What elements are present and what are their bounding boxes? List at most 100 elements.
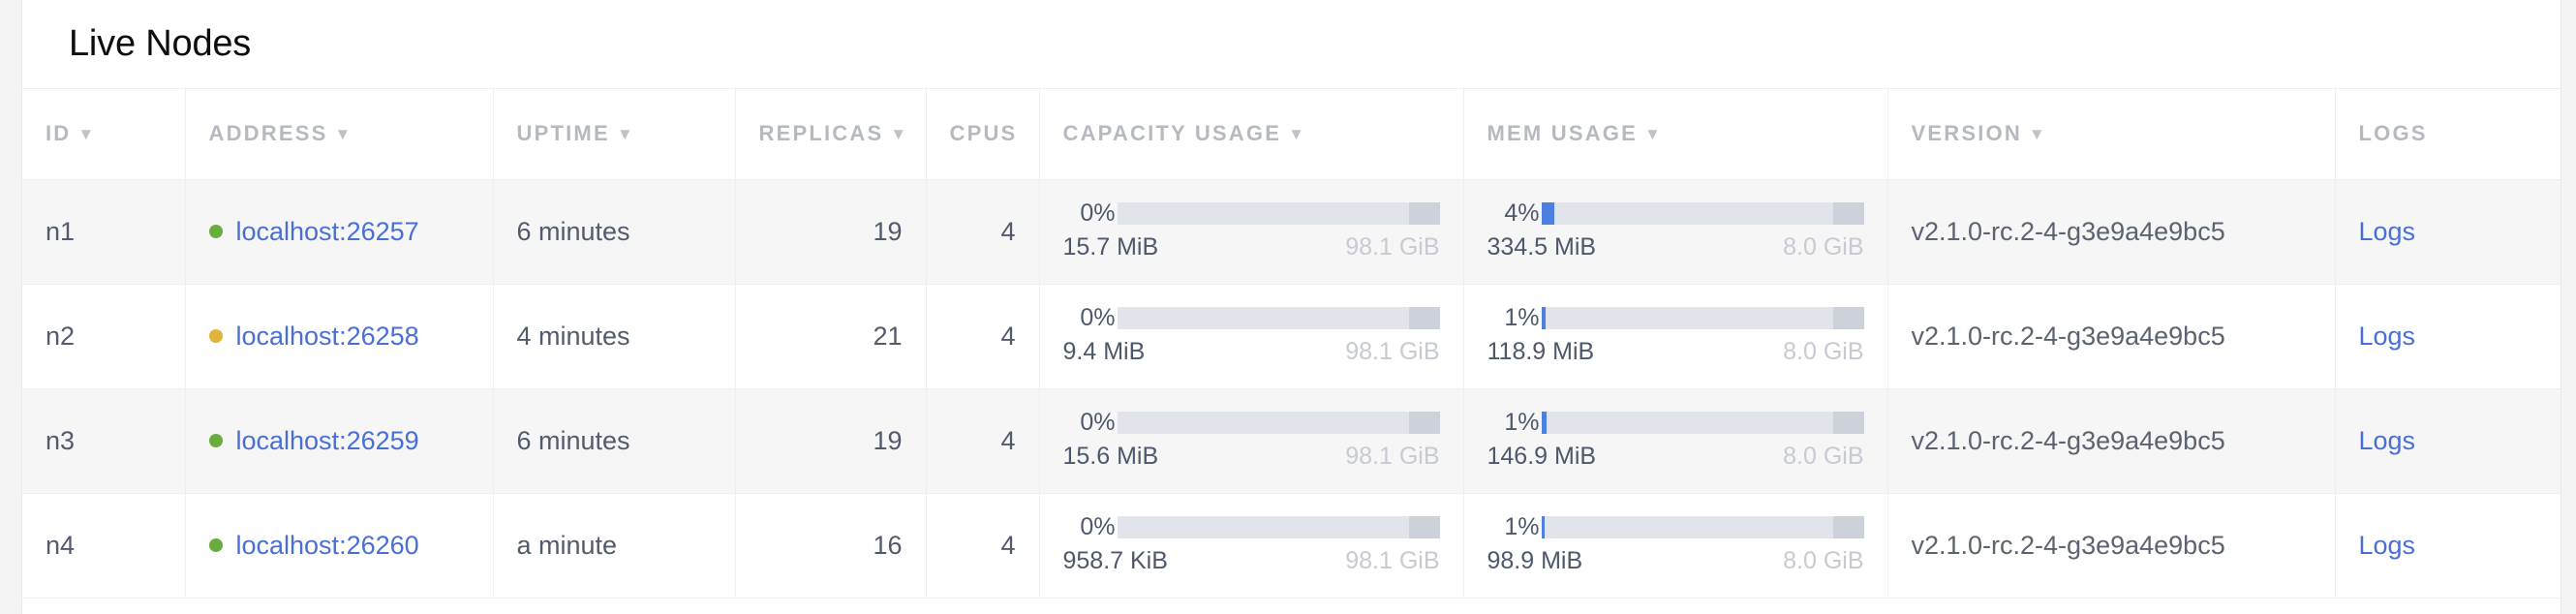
node-address-cell: localhost:26257 bbox=[185, 179, 494, 285]
node-id-cell: n2 bbox=[22, 284, 186, 389]
node-capacity-usage-cell: 0% 15.6 MiB 98.1 GiB bbox=[1039, 388, 1464, 494]
node-uptime-cell: 6 minutes bbox=[493, 388, 736, 494]
mem-usage-percent: 4% bbox=[1504, 200, 1540, 227]
mem-usage-bar-track bbox=[1541, 516, 1864, 538]
node-logs-cell: Logs bbox=[2335, 284, 2561, 389]
column-header-version[interactable]: VERSION ▼ bbox=[1887, 89, 2336, 180]
node-id-label: n4 bbox=[46, 530, 76, 560]
mem-usage-meter: 1% 98.9 MiB 8.0 GiB bbox=[1487, 515, 1864, 575]
usage-bar-row: 1% bbox=[1487, 515, 1864, 539]
mem-usage-percent: 1% bbox=[1504, 304, 1540, 331]
node-id-label: n1 bbox=[46, 216, 76, 246]
node-logs-link[interactable]: Logs bbox=[2358, 216, 2416, 246]
mem-usage-bar-fill bbox=[1541, 412, 1548, 434]
live-nodes-table: ID ▼ ADDRESS ▼ UPTIME ▼ REPLICAS ▼ CPUS CAPACITY … bbox=[22, 89, 2561, 599]
usage-bar-row: 0% bbox=[1063, 201, 1440, 226]
capacity-usage-total-label: 98.1 GiB bbox=[1345, 338, 1440, 365]
mem-usage-bar-fill bbox=[1541, 307, 1547, 329]
node-mem-usage-cell: 1% 146.9 MiB 8.0 GiB bbox=[1463, 388, 1888, 494]
node-address-cell: localhost:26260 bbox=[185, 493, 494, 599]
column-header-cpus: CPUS bbox=[926, 89, 1040, 180]
column-header-capacity[interactable]: CAPACITY USAGE ▼ bbox=[1039, 89, 1464, 180]
sort-caret-down-icon[interactable]: ▼ bbox=[890, 125, 907, 144]
column-header-label: VERSION bbox=[1911, 121, 2022, 146]
node-cpus-cell: 4 bbox=[926, 493, 1040, 599]
node-uptime-label: 6 minutes bbox=[516, 216, 630, 246]
node-cpus-value: 4 bbox=[1000, 216, 1016, 246]
column-header-replicas[interactable]: REPLICAS ▼ bbox=[735, 89, 927, 180]
mem-usage-meter: 1% 118.9 MiB 8.0 GiB bbox=[1487, 306, 1864, 366]
sort-caret-down-icon[interactable]: ▼ bbox=[334, 125, 352, 144]
capacity-usage-bar-track bbox=[1117, 516, 1440, 538]
table-row: n4 localhost:26260 a minute 16 4 0% 958.7 KiB 9… bbox=[22, 493, 2561, 599]
table-head: ID ▼ ADDRESS ▼ UPTIME ▼ REPLICAS ▼ CPUS CAPACITY … bbox=[22, 89, 2561, 180]
node-address-link[interactable]: localhost:26257 bbox=[235, 216, 419, 246]
column-header-id[interactable]: ID ▼ bbox=[22, 89, 186, 180]
node-version-cell: v2.1.0-rc.2-4-g3e9a4e9bc5 bbox=[1887, 179, 2336, 285]
mem-usage-bar-fill bbox=[1541, 202, 1554, 225]
mem-usage-total-label: 8.0 GiB bbox=[1783, 233, 1864, 261]
table-row: n2 localhost:26258 4 minutes 21 4 0% 9.4 MiB 98… bbox=[22, 284, 2561, 389]
node-id-cell: n4 bbox=[22, 493, 186, 599]
node-id-cell: n1 bbox=[22, 179, 186, 285]
node-logs-cell: Logs bbox=[2335, 493, 2561, 599]
column-header-address[interactable]: ADDRESS ▼ bbox=[185, 89, 494, 180]
page-title: Live Nodes bbox=[69, 23, 252, 64]
node-logs-link[interactable]: Logs bbox=[2358, 425, 2416, 455]
node-uptime-label: a minute bbox=[516, 530, 618, 560]
node-address-link[interactable]: localhost:26259 bbox=[235, 425, 419, 455]
node-address-link[interactable]: localhost:26260 bbox=[235, 530, 419, 560]
column-header-label: MEM USAGE bbox=[1487, 121, 1638, 146]
node-replicas-cell: 19 bbox=[735, 388, 927, 494]
node-version-cell: v2.1.0-rc.2-4-g3e9a4e9bc5 bbox=[1887, 493, 2336, 599]
node-replicas-cell: 21 bbox=[735, 284, 927, 389]
mem-usage-bar-track bbox=[1541, 202, 1864, 225]
node-address-cell: localhost:26258 bbox=[185, 284, 494, 389]
address-wrapper: localhost:26259 bbox=[208, 425, 470, 456]
column-header-label: UPTIME bbox=[516, 121, 610, 146]
usage-bar-row: 4% bbox=[1487, 201, 1864, 226]
mem-usage-bar-track bbox=[1541, 412, 1864, 434]
node-replicas-cell: 19 bbox=[735, 179, 927, 285]
capacity-usage-bar-track bbox=[1117, 412, 1440, 434]
mem-usage-bar-fill bbox=[1541, 516, 1546, 538]
node-logs-link[interactable]: Logs bbox=[2358, 321, 2416, 351]
capacity-usage-used-label: 958.7 KiB bbox=[1062, 547, 1168, 574]
node-address-link[interactable]: localhost:26258 bbox=[235, 321, 419, 351]
column-header-label: CPUS bbox=[949, 121, 1018, 146]
mem-usage-percent: 1% bbox=[1504, 513, 1540, 540]
capacity-usage-total-label: 98.1 GiB bbox=[1345, 233, 1440, 261]
column-header-mem[interactable]: MEM USAGE ▼ bbox=[1463, 89, 1888, 180]
capacity-usage-percent: 0% bbox=[1080, 513, 1116, 540]
node-version-label: v2.1.0-rc.2-4-g3e9a4e9bc5 bbox=[1911, 530, 2225, 560]
capacity-usage-bar-capacity-marker bbox=[1408, 307, 1440, 329]
live-nodes-card: Live Nodes ID ▼ ADDRESS ▼ UPTIME ▼ REPLICAS ▼ CP… bbox=[21, 0, 2561, 614]
mem-usage-bar-capacity-marker bbox=[1832, 412, 1864, 434]
mem-usage-total-label: 8.0 GiB bbox=[1783, 547, 1864, 574]
node-status-dot-icon bbox=[208, 329, 223, 343]
node-capacity-usage-cell: 0% 15.7 MiB 98.1 GiB bbox=[1039, 179, 1464, 285]
capacity-usage-used-label: 15.6 MiB bbox=[1062, 443, 1159, 470]
node-status-dot-icon bbox=[208, 225, 223, 238]
capacity-usage-meter: 0% 15.6 MiB 98.1 GiB bbox=[1063, 411, 1440, 471]
mem-usage-bar-capacity-marker bbox=[1832, 307, 1864, 329]
node-logs-link[interactable]: Logs bbox=[2358, 530, 2416, 560]
node-uptime-label: 6 minutes bbox=[516, 425, 630, 455]
node-version-label: v2.1.0-rc.2-4-g3e9a4e9bc5 bbox=[1911, 425, 2225, 455]
node-replicas-value: 19 bbox=[873, 425, 903, 455]
sort-caret-down-icon[interactable]: ▼ bbox=[1288, 125, 1304, 144]
sort-caret-down-icon[interactable]: ▼ bbox=[77, 125, 95, 144]
usage-bar-row: 0% bbox=[1063, 411, 1440, 435]
node-capacity-usage-cell: 0% 958.7 KiB 98.1 GiB bbox=[1039, 493, 1464, 599]
sort-caret-down-icon[interactable]: ▼ bbox=[1643, 125, 1661, 144]
column-header-label: ADDRESS bbox=[208, 121, 328, 146]
node-uptime-cell: a minute bbox=[493, 493, 736, 599]
sort-caret-down-icon[interactable]: ▼ bbox=[2028, 125, 2045, 144]
node-cpus-value: 4 bbox=[1000, 425, 1016, 455]
column-header-uptime[interactable]: UPTIME ▼ bbox=[493, 89, 736, 180]
mem-usage-bar-capacity-marker bbox=[1832, 202, 1864, 225]
capacity-usage-bar-capacity-marker bbox=[1408, 202, 1440, 225]
capacity-usage-meter: 0% 958.7 KiB 98.1 GiB bbox=[1063, 515, 1440, 575]
sort-caret-down-icon[interactable]: ▼ bbox=[616, 125, 633, 144]
capacity-usage-bar-track bbox=[1117, 307, 1440, 329]
